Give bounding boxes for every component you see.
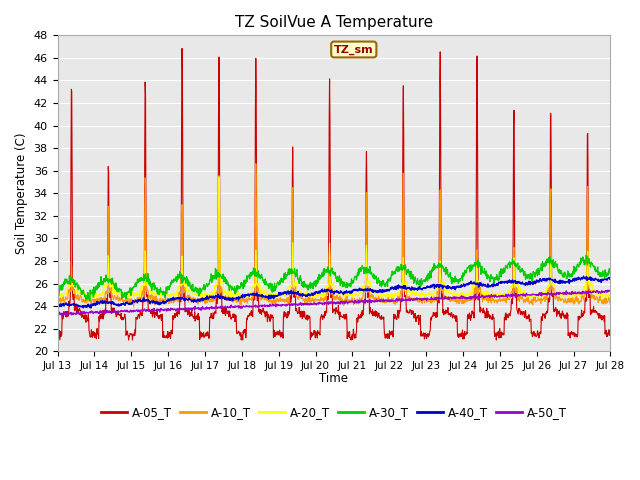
A-20_T xyxy=(382,296,390,301)
A-50_T xyxy=(239,304,246,310)
A-20_T xyxy=(541,291,549,297)
A-50_T xyxy=(493,294,500,300)
A-30_T xyxy=(493,276,500,282)
A-10_T xyxy=(252,161,260,167)
A-20_T xyxy=(177,281,184,287)
A-05_T xyxy=(54,334,61,340)
Title: TZ SoilVue A Temperature: TZ SoilVue A Temperature xyxy=(235,15,433,30)
A-50_T xyxy=(177,306,185,312)
Text: TZ_sm: TZ_sm xyxy=(334,44,374,55)
A-20_T xyxy=(607,292,614,298)
A-05_T xyxy=(541,312,549,318)
A-40_T xyxy=(580,274,588,279)
A-05_T xyxy=(178,46,186,51)
A-50_T xyxy=(164,308,172,313)
A-50_T xyxy=(59,312,67,318)
A-30_T xyxy=(177,271,185,276)
A-40_T xyxy=(177,295,185,301)
A-05_T xyxy=(607,333,614,339)
A-20_T xyxy=(215,174,223,180)
Line: A-20_T: A-20_T xyxy=(58,177,611,299)
A-50_T xyxy=(54,312,61,318)
A-30_T xyxy=(420,277,428,283)
Line: A-50_T: A-50_T xyxy=(58,290,611,315)
A-20_T xyxy=(163,292,171,298)
Line: A-10_T: A-10_T xyxy=(58,164,611,307)
A-40_T xyxy=(493,282,500,288)
A-10_T xyxy=(177,290,185,296)
Line: A-30_T: A-30_T xyxy=(58,255,611,300)
A-20_T xyxy=(239,291,246,297)
A-30_T xyxy=(582,252,590,258)
A-10_T xyxy=(164,295,172,301)
A-05_T xyxy=(125,337,132,343)
A-30_T xyxy=(607,268,614,274)
A-40_T xyxy=(541,278,549,284)
A-30_T xyxy=(86,298,93,303)
A-10_T xyxy=(130,304,138,310)
A-05_T xyxy=(493,331,500,336)
A-50_T xyxy=(604,288,611,293)
A-40_T xyxy=(420,285,428,291)
A-05_T xyxy=(239,329,247,335)
A-10_T xyxy=(420,300,428,306)
A-50_T xyxy=(607,288,614,294)
A-30_T xyxy=(164,286,172,292)
A-20_T xyxy=(54,290,61,296)
A-10_T xyxy=(541,297,549,303)
A-10_T xyxy=(239,298,246,304)
A-40_T xyxy=(87,305,95,311)
A-50_T xyxy=(541,291,549,297)
A-05_T xyxy=(177,299,185,305)
Line: A-40_T: A-40_T xyxy=(58,276,611,308)
Y-axis label: Soil Temperature (C): Soil Temperature (C) xyxy=(15,132,28,254)
X-axis label: Time: Time xyxy=(319,372,349,385)
A-05_T xyxy=(164,335,172,341)
A-40_T xyxy=(239,291,246,297)
A-05_T xyxy=(420,336,428,342)
A-10_T xyxy=(607,300,614,305)
A-40_T xyxy=(164,298,172,304)
A-30_T xyxy=(54,293,61,299)
A-40_T xyxy=(607,275,614,281)
A-10_T xyxy=(54,300,61,306)
A-20_T xyxy=(493,291,500,297)
A-50_T xyxy=(420,296,428,301)
Legend: A-05_T, A-10_T, A-20_T, A-30_T, A-40_T, A-50_T: A-05_T, A-10_T, A-20_T, A-30_T, A-40_T, … xyxy=(97,401,572,424)
A-20_T xyxy=(420,293,428,299)
A-10_T xyxy=(493,298,500,303)
A-30_T xyxy=(541,264,549,269)
Line: A-05_T: A-05_T xyxy=(58,48,611,340)
A-40_T xyxy=(54,303,61,309)
A-30_T xyxy=(239,282,246,288)
